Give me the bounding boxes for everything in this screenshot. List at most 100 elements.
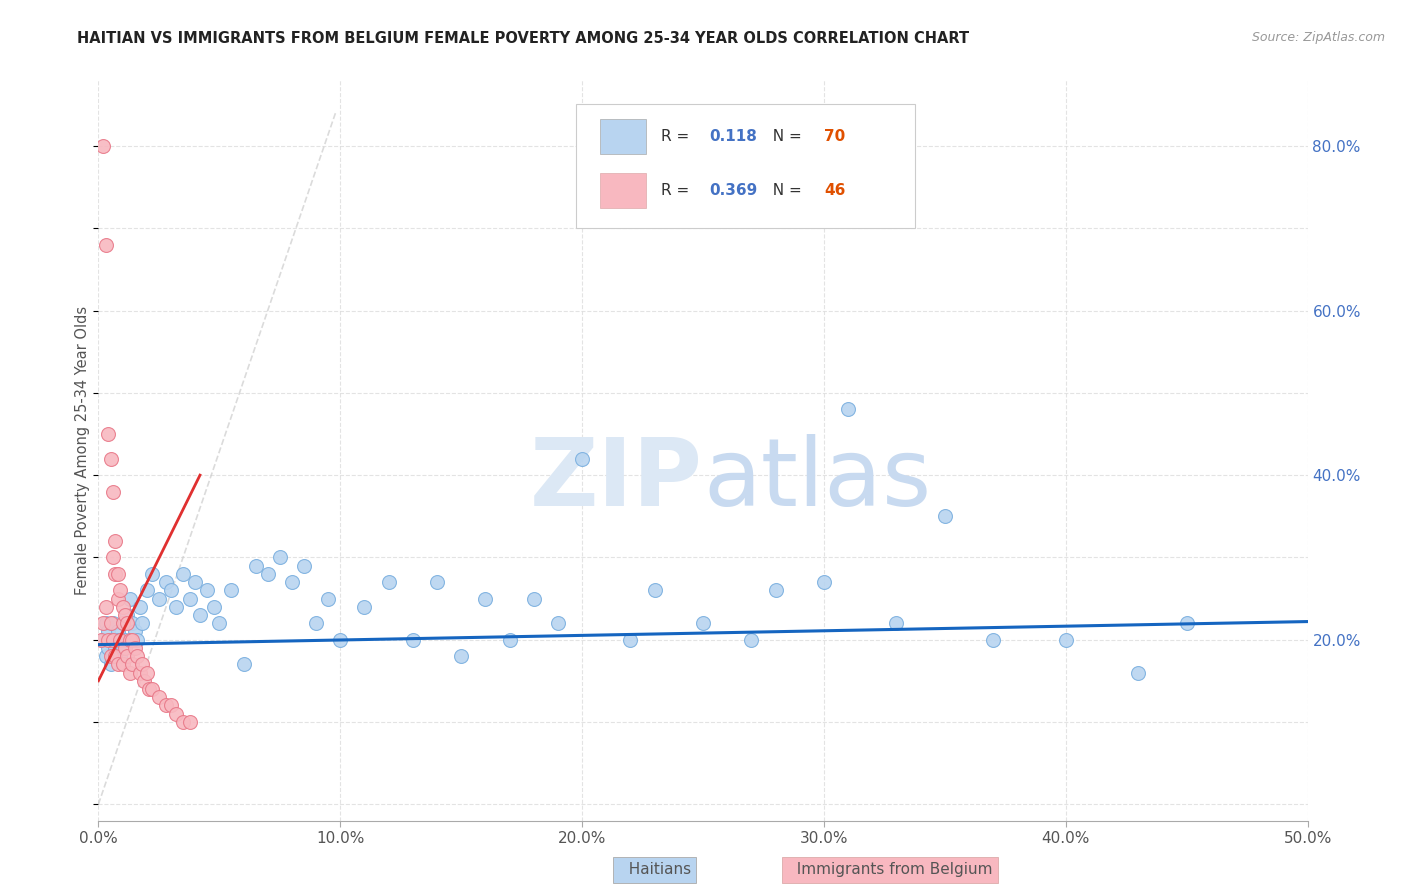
Text: N =: N = [763, 129, 807, 144]
Point [981, 632, 1004, 647]
Point [100, 616, 122, 631]
Point [128, 599, 150, 614]
Point [118, 632, 141, 647]
Point [94, 616, 117, 631]
Point [165, 599, 187, 614]
Point [1128, 665, 1150, 680]
Point [117, 607, 139, 622]
Point [91, 139, 114, 153]
Point [107, 632, 129, 647]
Point [450, 649, 472, 664]
Point [100, 451, 122, 466]
Point [148, 690, 170, 705]
Point [160, 698, 183, 713]
Point [97, 640, 120, 655]
Point [195, 583, 218, 598]
Point [138, 681, 160, 696]
Text: N =: N = [763, 183, 807, 198]
Point [114, 632, 136, 647]
Point [426, 575, 449, 590]
Point [108, 649, 131, 664]
Point [179, 714, 201, 729]
Point [305, 616, 328, 631]
Point [97, 427, 120, 442]
Text: R =: R = [661, 129, 693, 144]
Point [94, 649, 117, 664]
Point [111, 657, 134, 672]
Point [121, 657, 143, 672]
Point [124, 624, 146, 639]
Point [316, 591, 339, 606]
Point [111, 616, 134, 631]
Text: R =: R = [661, 183, 693, 198]
Point [104, 649, 127, 664]
Point [281, 575, 304, 590]
Point [474, 591, 496, 606]
Point [886, 616, 908, 631]
Point [188, 607, 211, 622]
Point [353, 599, 375, 614]
Point [108, 583, 131, 598]
Point [134, 673, 156, 688]
Point [127, 632, 149, 647]
Point [204, 599, 226, 614]
Text: 46: 46 [824, 183, 845, 198]
Text: 70: 70 [824, 129, 845, 144]
Point [184, 575, 207, 590]
Point [117, 616, 139, 631]
Point [90, 632, 112, 647]
Point [141, 681, 163, 696]
Point [172, 566, 194, 581]
Point [94, 599, 117, 614]
Point [221, 583, 243, 598]
Point [619, 632, 641, 647]
Point [402, 632, 425, 647]
Point [292, 558, 315, 573]
Point [100, 649, 122, 664]
Point [523, 591, 546, 606]
Point [837, 402, 859, 417]
Point [377, 575, 399, 590]
Point [111, 640, 134, 655]
Point [101, 484, 124, 499]
Point [107, 624, 129, 639]
Point [104, 533, 127, 548]
Point [101, 550, 124, 565]
Point [128, 665, 150, 680]
Point [124, 640, 146, 655]
Point [114, 640, 136, 655]
Point [547, 616, 569, 631]
Point [91, 616, 114, 631]
Point [148, 591, 170, 606]
Point [91, 632, 114, 647]
Point [208, 616, 231, 631]
Point [740, 632, 762, 647]
Point [813, 575, 835, 590]
Point [135, 665, 157, 680]
Point [135, 583, 157, 598]
Bar [600, 119, 647, 154]
Text: Source: ZipAtlas.com: Source: ZipAtlas.com [1251, 31, 1385, 45]
Point [934, 509, 956, 524]
Text: HAITIAN VS IMMIGRANTS FROM BELGIUM FEMALE POVERTY AMONG 25-34 YEAR OLDS CORRELAT: HAITIAN VS IMMIGRANTS FROM BELGIUM FEMAL… [77, 31, 970, 46]
Point [179, 591, 201, 606]
FancyBboxPatch shape [576, 104, 915, 228]
Text: 0.118: 0.118 [709, 129, 756, 144]
Text: ZIP: ZIP [530, 434, 703, 526]
Point [104, 640, 127, 655]
Point [104, 632, 127, 647]
Point [121, 616, 143, 631]
Point [571, 451, 593, 466]
Point [155, 698, 177, 713]
Point [100, 632, 122, 647]
Point [100, 657, 122, 672]
Text: atlas: atlas [703, 434, 931, 526]
Point [232, 657, 254, 672]
Point [108, 632, 131, 647]
Point [329, 632, 352, 647]
Point [160, 583, 183, 598]
Point [245, 558, 267, 573]
Point [131, 657, 153, 672]
Point [1175, 616, 1198, 631]
Point [117, 649, 139, 664]
